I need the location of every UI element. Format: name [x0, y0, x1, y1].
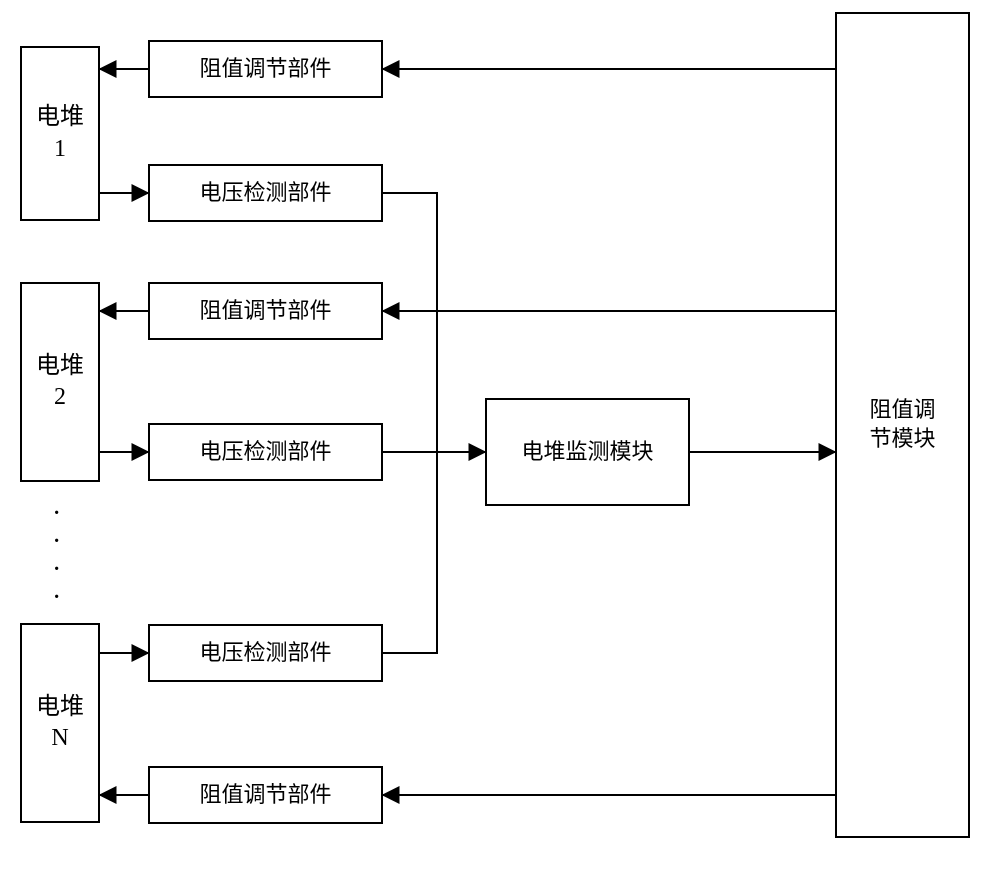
label-stack1: 电堆1: [36, 102, 84, 164]
diagram-canvas: 电堆1电堆2电堆N阻值调节部件电压检测部件阻值调节部件电压检测部件电压检测部件阻…: [0, 0, 1000, 885]
label-resN: 阻值调节部件: [199, 781, 331, 810]
label-res1: 阻值调节部件: [199, 55, 331, 84]
box-volN: 电压检测部件: [148, 624, 383, 682]
box-stackN: 电堆N: [20, 623, 100, 823]
box-stack1: 电堆1: [20, 46, 100, 221]
label-stack2: 电堆2: [36, 351, 84, 413]
box-monitor: 电堆监测模块: [485, 398, 690, 506]
box-res2: 阻值调节部件: [148, 282, 383, 340]
box-regulator: 阻值调节模块: [835, 12, 970, 838]
label-monitor: 电堆监测模块: [521, 438, 653, 467]
box-resN: 阻值调节部件: [148, 766, 383, 824]
ellipsis-dots: ····: [52, 500, 61, 612]
wire-vol-bus-to-monitor: [383, 193, 485, 452]
box-vol2: 电压检测部件: [148, 423, 383, 481]
label-stackN: 电堆N: [36, 692, 84, 754]
label-regulator: 阻值调节模块: [869, 396, 935, 453]
label-res2: 阻值调节部件: [199, 297, 331, 326]
label-vol2: 电压检测部件: [199, 438, 331, 467]
box-stack2: 电堆2: [20, 282, 100, 482]
wire-volN-to-bus: [383, 452, 437, 653]
label-vol1: 电压检测部件: [199, 179, 331, 208]
label-volN: 电压检测部件: [199, 639, 331, 668]
box-vol1: 电压检测部件: [148, 164, 383, 222]
box-res1: 阻值调节部件: [148, 40, 383, 98]
